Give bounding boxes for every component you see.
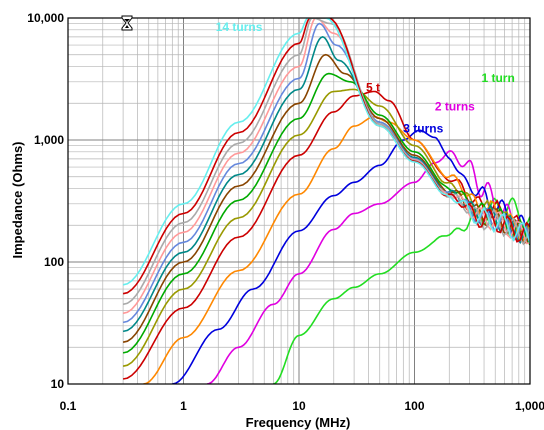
series-line <box>273 197 530 384</box>
series-label: 2 turns <box>435 99 475 113</box>
series-line <box>143 116 530 384</box>
grid-lines <box>67 18 530 385</box>
series-line <box>122 53 530 343</box>
series-group <box>122 18 530 384</box>
y-axis-title: Impedance (Ohms) <box>10 141 25 258</box>
x-tick-label: 1,000 <box>515 399 544 413</box>
series-line <box>122 90 530 380</box>
x-axis-title: Frequency (MHz) <box>246 415 351 430</box>
x-tick-label: 100 <box>404 399 424 413</box>
y-tick-labels: 10 100 1,000 10,000 <box>27 11 64 391</box>
series-label: 1 turn <box>481 71 514 85</box>
series-line <box>122 88 530 367</box>
series-line <box>122 18 530 295</box>
series-labels: 1 turn 2 turns 3 turns 5 t 14 turns <box>216 20 515 135</box>
hourglass-icon <box>121 15 133 31</box>
x-tick-label: 10 <box>292 399 306 413</box>
y-tick-label: 10,000 <box>27 11 64 25</box>
y-tick-label: 10 <box>51 377 65 391</box>
plot-border <box>67 17 531 385</box>
series-line <box>122 18 530 286</box>
series-label: 14 turns <box>216 20 263 34</box>
plot-frame <box>67 17 531 385</box>
x-tick-label: 0.1 <box>60 399 77 413</box>
y-tick-label: 100 <box>44 255 64 269</box>
series-line <box>172 129 530 384</box>
series-label: 3 turns <box>403 122 443 136</box>
series-line <box>122 22 530 324</box>
x-tick-labels: 0.1 1 10 100 1,000 <box>60 399 544 413</box>
series-line <box>122 72 530 354</box>
x-tick-label: 1 <box>180 399 187 413</box>
y-tick-label: 1,000 <box>34 133 64 147</box>
series-line <box>122 18 530 315</box>
series-label: 5 t <box>366 80 380 94</box>
